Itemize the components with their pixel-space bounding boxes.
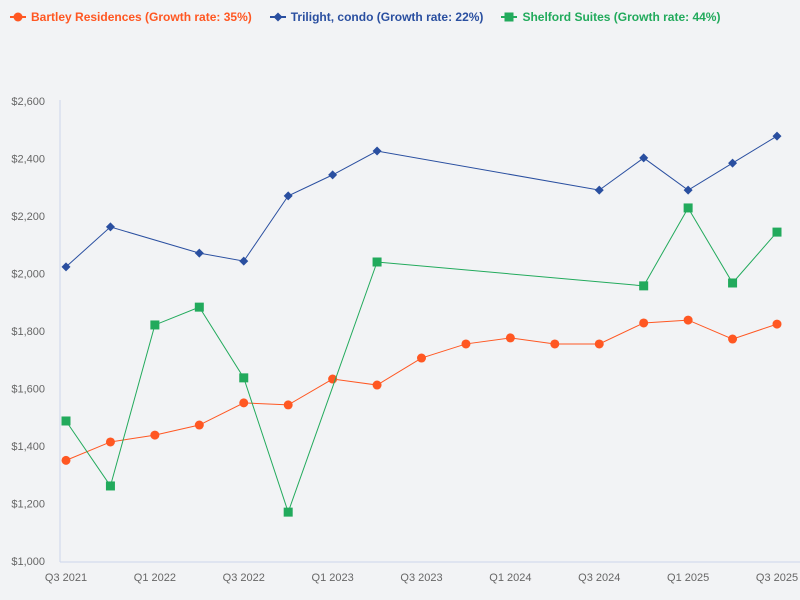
x-tick-label: Q3 2025 [756,572,798,584]
data-point-trilight [639,153,649,163]
data-point-bartley [239,398,249,408]
y-tick-label: $2,000 [11,269,45,281]
data-point-bartley [194,420,204,430]
data-point-bartley [283,400,293,410]
x-tick-label: Q3 2023 [400,572,442,584]
x-tick-label: Q1 2022 [134,572,176,584]
data-point-shelford [194,302,204,312]
data-point-trilight [328,170,338,180]
y-tick-label: $2,400 [11,154,45,166]
data-point-bartley [461,339,471,349]
data-point-trilight [239,256,249,266]
x-tick-label: Q3 2022 [223,572,265,584]
legend-label: Trilight, condo (Growth rate: 22%) [290,10,484,24]
data-point-bartley [594,339,604,349]
data-point-shelford [639,281,649,291]
x-tick-label: Q3 2024 [578,572,620,584]
series-trilight [61,131,782,272]
data-point-shelford [772,227,782,237]
data-point-bartley [105,437,115,447]
data-point-shelford [683,203,693,213]
legend-marker [504,12,514,22]
legend-label: Shelford Suites (Growth rate: 44%) [522,10,721,24]
y-tick-label: $2,200 [11,211,45,223]
series-bartley [61,315,782,465]
data-point-bartley [550,339,560,349]
x-tick-label: Q3 2021 [45,572,87,584]
data-point-trilight [594,185,604,195]
data-point-trilight [194,248,204,258]
x-tick-label: Q1 2025 [667,572,709,584]
series-line-trilight [65,135,778,268]
data-point-shelford [150,320,160,330]
x-tick-label: Q1 2024 [489,572,531,584]
y-tick-label: $2,600 [11,96,45,108]
data-point-shelford [283,507,293,517]
data-point-trilight [105,222,115,232]
y-tick-label: $1,000 [11,556,45,568]
data-point-trilight [283,191,293,201]
data-point-trilight [61,262,71,272]
square-marker-icon [501,12,518,22]
series-shelford [61,203,782,517]
data-point-shelford [239,373,249,383]
data-point-trilight [683,185,693,195]
data-point-shelford [728,278,738,288]
legend-label: Bartley Residences (Growth rate: 35%) [31,10,252,24]
data-point-trilight [372,146,382,156]
data-point-bartley [772,319,782,329]
data-point-bartley [417,353,426,363]
legend-marker [273,12,283,22]
legend: Bartley Residences (Growth rate: 35%) Tri… [10,10,720,24]
y-tick-label: $1,400 [11,441,45,453]
data-point-trilight [728,158,738,168]
x-tick-label: Q1 2023 [312,572,354,584]
data-point-bartley [61,455,71,465]
legend-marker [13,12,23,22]
legend-item-shelford[interactable]: Shelford Suites (Growth rate: 44%) [501,10,720,24]
data-point-bartley [639,318,649,328]
data-point-bartley [728,334,738,344]
legend-item-trilight[interactable]: Trilight, condo (Growth rate: 22%) [269,10,484,24]
data-point-bartley [150,430,160,440]
y-tick-label: $1,200 [11,499,45,511]
y-tick-label: $1,800 [11,326,45,338]
data-point-bartley [372,380,382,390]
data-point-trilight [772,131,782,141]
diamond-marker-icon [269,12,286,22]
circle-marker-icon [10,12,26,22]
data-point-bartley [683,315,693,325]
legend-item-bartley[interactable]: Bartley Residences (Growth rate: 35%) [10,10,252,24]
data-point-bartley [505,333,515,343]
data-point-shelford [61,416,71,426]
series-line-bartley [65,319,778,461]
y-tick-label: $1,600 [11,384,45,396]
data-point-shelford [372,257,382,267]
data-point-shelford [105,481,115,491]
